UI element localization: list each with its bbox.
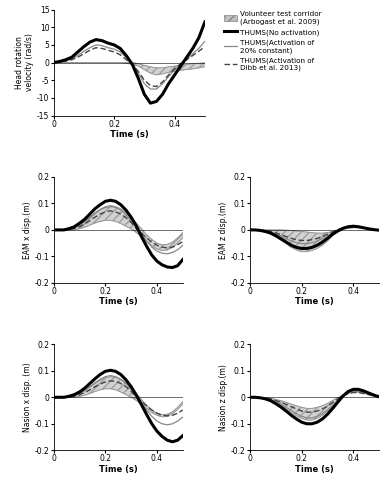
- Y-axis label: Head rotation
velocity (rad/s): Head rotation velocity (rad/s): [15, 34, 34, 91]
- Y-axis label: EAM x disp.(m): EAM x disp.(m): [23, 201, 32, 259]
- X-axis label: Time (s): Time (s): [295, 465, 334, 474]
- X-axis label: Time (s): Time (s): [99, 297, 137, 307]
- X-axis label: Time (s): Time (s): [110, 130, 149, 139]
- Y-axis label: Nasion x disp. (m): Nasion x disp. (m): [23, 363, 32, 432]
- X-axis label: Time (s): Time (s): [295, 297, 334, 307]
- X-axis label: Time (s): Time (s): [99, 465, 137, 474]
- Y-axis label: EAM z disp.(m): EAM z disp.(m): [219, 201, 228, 259]
- Legend: Volunteer test corridor
(Arbogast et al. 2009), THUMS(No activation), THUMS(Acti: Volunteer test corridor (Arbogast et al.…: [224, 11, 321, 71]
- Y-axis label: Nasion z disp.(m): Nasion z disp.(m): [219, 364, 228, 431]
